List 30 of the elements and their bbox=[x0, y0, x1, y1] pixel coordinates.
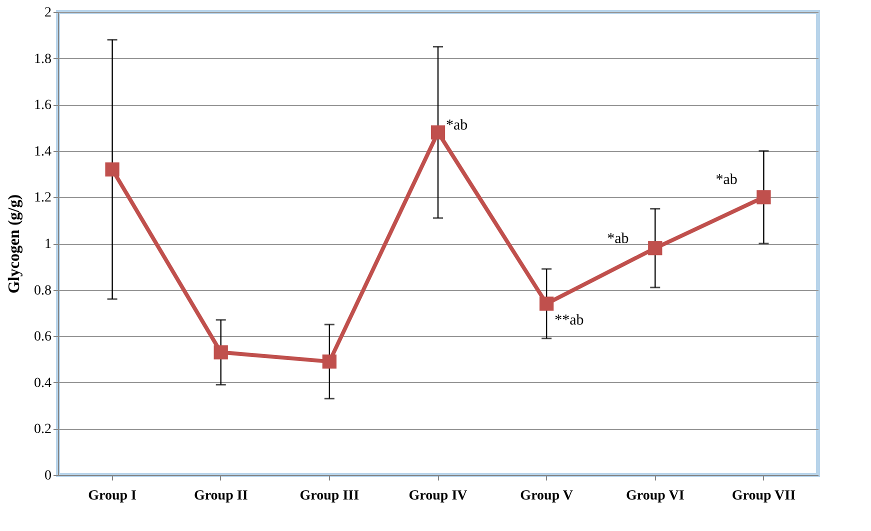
x-tick-label: Group III bbox=[300, 488, 360, 504]
point bbox=[214, 345, 228, 360]
annotation: *ab bbox=[716, 172, 738, 188]
point bbox=[756, 190, 771, 204]
x-tick-label: Group V bbox=[520, 488, 573, 504]
y-tick-label: 0 bbox=[44, 468, 52, 484]
annotation: **ab bbox=[554, 312, 584, 329]
y-tick-label: 1.6 bbox=[34, 98, 52, 114]
point bbox=[322, 354, 336, 369]
annotation: *ab bbox=[607, 231, 629, 248]
y-tick-label: 1.8 bbox=[34, 52, 52, 67]
y-axis-title: Glycogen (g/g) bbox=[6, 194, 23, 294]
point bbox=[648, 241, 662, 256]
x-tick-label: Group IV bbox=[408, 488, 468, 504]
y-tick-label: 0.6 bbox=[34, 330, 52, 345]
x-tick-label: Group I bbox=[88, 488, 136, 504]
point bbox=[540, 296, 554, 311]
y-tick-label: 0.4 bbox=[34, 376, 52, 391]
point bbox=[430, 125, 446, 140]
x-tick-label: Group VII bbox=[732, 488, 796, 504]
y-tick-label: 2 bbox=[44, 6, 52, 20]
y-tick-label: 1.4 bbox=[34, 144, 52, 160]
y-tick-label: 0.2 bbox=[34, 422, 52, 438]
x-tick-label: Group II bbox=[194, 488, 248, 504]
annotation: *ab bbox=[446, 117, 468, 134]
y-tick-label: 0.8 bbox=[34, 283, 52, 298]
point bbox=[105, 162, 120, 176]
y-tick-label: 1.2 bbox=[34, 190, 52, 206]
x-tick-label: Group VI bbox=[626, 488, 684, 504]
y-tick-label: 1 bbox=[44, 237, 52, 252]
